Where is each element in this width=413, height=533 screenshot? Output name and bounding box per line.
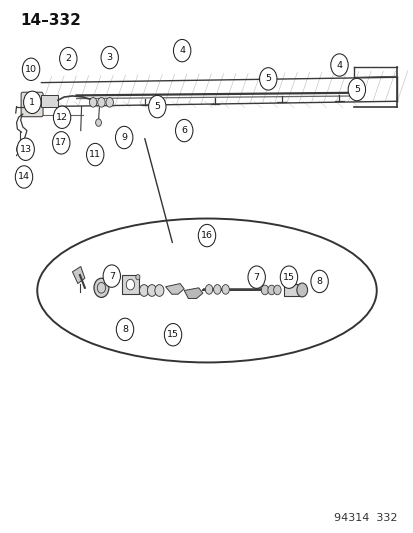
Text: 9: 9 bbox=[121, 133, 127, 142]
Text: 15: 15 bbox=[282, 273, 294, 281]
Circle shape bbox=[126, 279, 134, 290]
Circle shape bbox=[310, 270, 328, 293]
Circle shape bbox=[135, 274, 140, 280]
Text: 17: 17 bbox=[55, 139, 67, 147]
Text: 12: 12 bbox=[56, 113, 68, 122]
Circle shape bbox=[52, 132, 70, 154]
Circle shape bbox=[53, 106, 71, 128]
Bar bbox=[283, 284, 301, 296]
Text: 5: 5 bbox=[353, 85, 359, 94]
Text: 13: 13 bbox=[19, 145, 32, 154]
Circle shape bbox=[115, 126, 133, 149]
Circle shape bbox=[213, 285, 221, 294]
Text: 3: 3 bbox=[107, 53, 112, 62]
Text: 4: 4 bbox=[336, 61, 342, 69]
Text: 5: 5 bbox=[265, 75, 271, 83]
Text: 11: 11 bbox=[89, 150, 101, 159]
Circle shape bbox=[148, 95, 166, 118]
Bar bbox=[122, 275, 138, 294]
Text: 2: 2 bbox=[65, 54, 71, 63]
Circle shape bbox=[173, 39, 190, 62]
Circle shape bbox=[259, 68, 276, 90]
Text: 16: 16 bbox=[201, 231, 212, 240]
Circle shape bbox=[26, 99, 34, 110]
Polygon shape bbox=[72, 266, 85, 284]
Text: 5: 5 bbox=[154, 102, 160, 111]
Circle shape bbox=[24, 91, 41, 114]
Circle shape bbox=[94, 278, 109, 297]
Text: 8: 8 bbox=[122, 325, 128, 334]
Circle shape bbox=[154, 285, 164, 296]
Text: 6: 6 bbox=[181, 126, 187, 135]
Circle shape bbox=[59, 47, 77, 70]
Circle shape bbox=[221, 285, 229, 294]
Circle shape bbox=[273, 285, 280, 295]
Circle shape bbox=[103, 265, 120, 287]
Circle shape bbox=[261, 285, 268, 295]
Text: 8: 8 bbox=[316, 277, 322, 286]
Circle shape bbox=[106, 98, 113, 107]
Circle shape bbox=[247, 266, 265, 288]
Circle shape bbox=[116, 318, 133, 341]
Text: 94314  332: 94314 332 bbox=[333, 513, 396, 523]
Circle shape bbox=[17, 145, 23, 154]
Circle shape bbox=[330, 54, 347, 76]
Circle shape bbox=[86, 143, 104, 166]
Text: 15: 15 bbox=[167, 330, 178, 339]
Circle shape bbox=[267, 285, 275, 295]
Circle shape bbox=[198, 224, 215, 247]
Text: 7: 7 bbox=[109, 272, 114, 280]
Circle shape bbox=[280, 266, 297, 288]
Text: 14–332: 14–332 bbox=[21, 13, 81, 28]
Circle shape bbox=[205, 285, 212, 294]
Circle shape bbox=[89, 98, 97, 107]
Circle shape bbox=[22, 58, 40, 80]
Circle shape bbox=[164, 324, 181, 346]
Text: 4: 4 bbox=[179, 46, 185, 55]
Circle shape bbox=[147, 285, 156, 296]
Circle shape bbox=[97, 98, 105, 107]
Text: 7: 7 bbox=[253, 273, 259, 281]
Circle shape bbox=[296, 283, 307, 297]
Text: 1: 1 bbox=[29, 98, 35, 107]
Circle shape bbox=[17, 138, 34, 160]
Circle shape bbox=[101, 46, 118, 69]
FancyBboxPatch shape bbox=[21, 92, 43, 117]
Circle shape bbox=[95, 119, 101, 126]
Polygon shape bbox=[184, 288, 202, 298]
Polygon shape bbox=[165, 284, 184, 294]
Circle shape bbox=[15, 166, 33, 188]
Circle shape bbox=[175, 119, 192, 142]
Circle shape bbox=[347, 78, 365, 101]
Circle shape bbox=[139, 285, 148, 296]
Bar bbox=[41, 95, 58, 107]
Text: 10: 10 bbox=[25, 65, 37, 74]
Text: 14: 14 bbox=[18, 173, 30, 181]
